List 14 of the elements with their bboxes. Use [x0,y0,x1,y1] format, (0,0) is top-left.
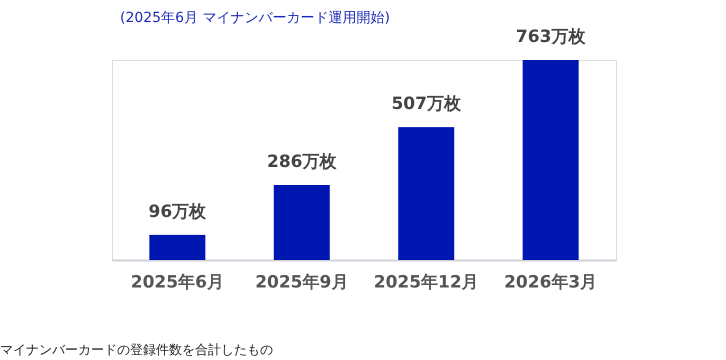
x-tick-label: 2025年9月 [255,272,348,292]
x-tick-label: 2026年3月 [504,272,598,292]
x-tick-label: 2025年12月 [374,272,479,292]
data-label: 286万枚 [267,152,338,172]
data-label: 763万枚 [516,27,586,47]
data-label: 96万枚 [148,202,208,222]
bar [398,127,454,260]
bar [522,60,579,260]
bar [149,234,206,260]
bar [274,185,330,260]
text: マイナンバーカードの登録件数を合計したもの [0,343,273,358]
data-label: 507万枚 [391,94,462,114]
chart-subtitle: (2025年6月 マイナンバーカード運用開始) [120,10,390,26]
x-tick-label: 2025年6月 [130,272,224,292]
